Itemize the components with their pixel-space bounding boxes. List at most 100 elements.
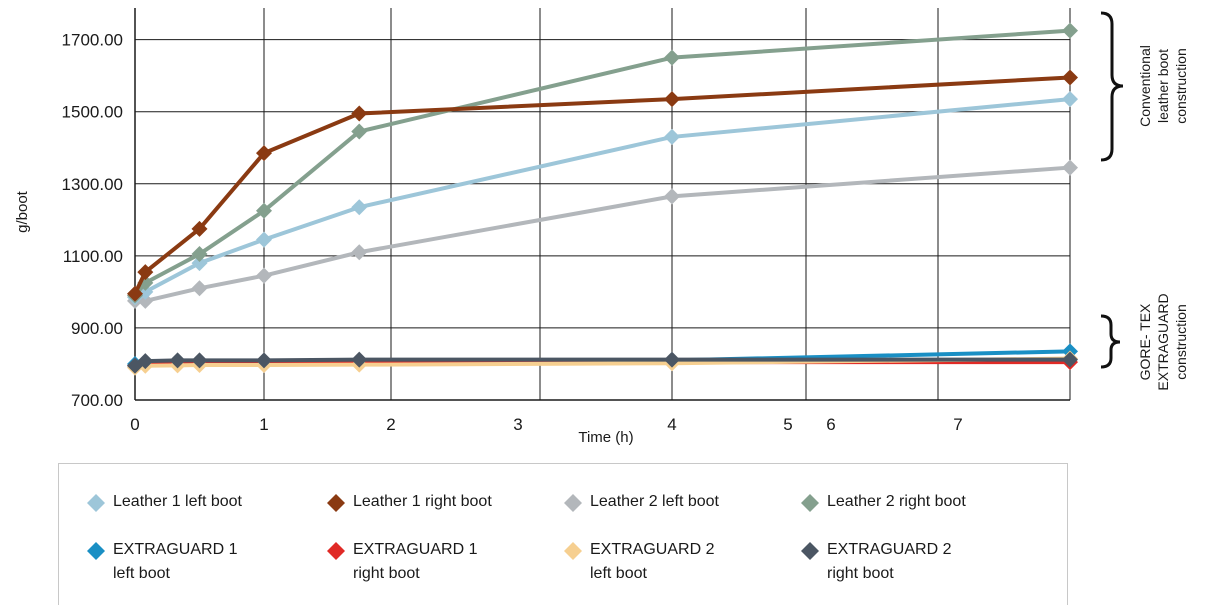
goretex-label-line2: EXTRAGUARD — [1155, 293, 1171, 390]
data-point — [664, 188, 680, 205]
data-point — [256, 267, 272, 284]
y-tick-label: 1100.00 — [63, 247, 123, 266]
legend-label: Leather 1 right boot — [353, 490, 492, 514]
data-point — [1062, 159, 1078, 176]
x-tick-label: 0 — [130, 415, 139, 434]
data-point — [256, 202, 272, 219]
legend-item: Leather 2 right boot — [801, 490, 966, 514]
legend-label: Leather 2 left boot — [590, 490, 719, 514]
legend-swatch — [327, 542, 345, 560]
legend-label: EXTRAGUARD 2 right boot — [827, 538, 951, 586]
data-point — [664, 128, 680, 145]
legend: Leather 1 left boot Leather 1 right boot L… — [58, 463, 1068, 605]
tick-labels: 700.00 900.00 1100.00 1300.00 1500.00 1700.00… — [62, 31, 963, 434]
legend-label-line: left boot — [590, 565, 647, 582]
legend-item: Leather 1 right boot — [327, 490, 492, 514]
series-line — [133, 75, 1071, 295]
data-point — [351, 105, 368, 122]
data-point — [351, 123, 368, 140]
conventional-label-line3: construction — [1173, 48, 1189, 123]
data-point — [137, 264, 154, 281]
series-leather-2-right-boot — [127, 22, 1078, 304]
legend-swatch — [87, 494, 105, 512]
legend-label-line: right boot — [353, 565, 420, 582]
legend-marker-icon — [801, 494, 819, 512]
x-tick-label: 4 — [667, 415, 676, 434]
data-point — [1062, 351, 1078, 368]
legend-label-line: Leather 1 right boot — [353, 493, 492, 510]
legend-label-line: Leather 2 left boot — [590, 493, 719, 510]
x-tick-label: 2 — [386, 415, 395, 434]
legend-label-line: EXTRAGUARD 1 — [353, 541, 478, 558]
legend-swatch — [327, 494, 345, 512]
x-tick-label: 3 — [513, 415, 522, 434]
conventional-label-line2: leather boot — [1155, 49, 1171, 123]
data-point — [169, 352, 186, 369]
data-point — [191, 280, 208, 297]
series-extraguard-2-right-boot — [127, 351, 1078, 374]
series-line — [134, 97, 1071, 300]
series-leather-2-left-boot — [127, 159, 1078, 309]
data-point — [1062, 91, 1078, 108]
legend-label: EXTRAGUARD 1 left boot — [113, 538, 237, 586]
y-axis-label: g/boot — [14, 190, 31, 233]
legend-marker-icon — [564, 542, 582, 560]
legend-swatch — [87, 542, 105, 560]
goretex-brace — [1100, 314, 1121, 369]
x-tick-label: 5 — [783, 415, 792, 434]
legend-item: Leather 1 left boot — [87, 490, 242, 514]
legend-swatch — [801, 494, 819, 512]
data-point — [351, 351, 368, 368]
legend-item: EXTRAGUARD 2 right boot — [801, 538, 951, 586]
legend-item: EXTRAGUARD 2 left boot — [564, 538, 714, 586]
legend-marker-icon — [327, 494, 345, 512]
data-point — [191, 255, 208, 272]
legend-marker-icon — [87, 542, 105, 560]
y-tick-label: 1700.00 — [62, 31, 123, 50]
legend-label-line: Leather 2 right boot — [827, 493, 966, 510]
legend-label-line: EXTRAGUARD 1 — [113, 541, 238, 558]
series-group — [127, 22, 1078, 376]
legend-label-line: right boot — [827, 565, 894, 582]
y-tick-label: 1300.00 — [62, 175, 123, 194]
goretex-label-line3: construction — [1173, 304, 1189, 379]
x-tick-label: 6 — [826, 415, 835, 434]
data-point — [191, 220, 208, 237]
legend-marker-icon — [801, 542, 819, 560]
data-point — [256, 145, 272, 162]
legend-marker-icon — [564, 494, 582, 512]
legend-item: EXTRAGUARD 1 left boot — [87, 538, 237, 586]
data-point — [664, 351, 680, 368]
series-leather-1-left-boot — [127, 91, 1078, 306]
goretex-label-line1: GORE- TEX — [1137, 303, 1153, 380]
data-point — [1062, 22, 1078, 39]
legend-label: EXTRAGUARD 2 left boot — [590, 538, 714, 586]
legend-label-line: Leather 1 left boot — [113, 493, 242, 510]
legend-label-line: left boot — [113, 565, 170, 582]
legend-label-line: EXTRAGUARD 2 — [827, 541, 952, 558]
data-point — [1062, 69, 1078, 86]
series-leather-1-right-boot — [127, 69, 1078, 302]
data-point — [351, 199, 368, 216]
data-point — [191, 352, 208, 369]
legend-label: Leather 1 left boot — [113, 490, 242, 514]
y-tick-label: 1500.00 — [62, 103, 123, 122]
x-tick-label: 7 — [953, 415, 962, 434]
legend-item: Leather 2 left boot — [564, 490, 719, 514]
x-axis-label: Time (h) — [578, 429, 633, 446]
data-point — [137, 353, 154, 370]
legend-marker-icon — [87, 494, 105, 512]
legend-marker-icon — [327, 542, 345, 560]
y-tick-label: 900.00 — [71, 319, 123, 338]
y-tick-label: 700.00 — [71, 391, 123, 410]
conventional-brace — [1100, 11, 1124, 162]
data-point — [191, 246, 208, 263]
legend-label: EXTRAGUARD 1 right boot — [353, 538, 477, 586]
data-point — [664, 49, 680, 66]
legend-swatch — [564, 542, 582, 560]
chart: 700.00 900.00 1100.00 1300.00 1500.00 1700.00… — [14, 8, 1189, 446]
legend-swatch — [564, 494, 582, 512]
data-point — [127, 285, 143, 302]
data-point — [256, 352, 272, 369]
x-tick-label: 1 — [259, 415, 268, 434]
